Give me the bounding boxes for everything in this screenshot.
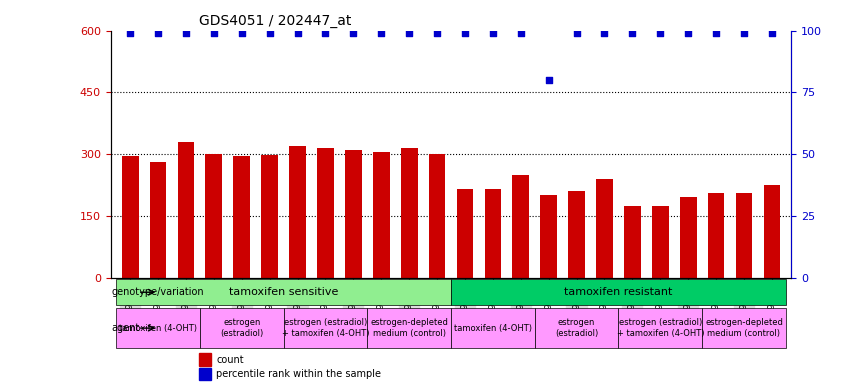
Point [765, 30, 779, 36]
Point [625, 30, 639, 36]
Text: count: count [216, 354, 243, 364]
Text: agent: agent [111, 323, 140, 333]
FancyBboxPatch shape [534, 308, 619, 348]
Text: estrogen (estradiol)
+ tamoxifen (4-OHT): estrogen (estradiol) + tamoxifen (4-OHT) [282, 318, 369, 338]
Bar [763, 185, 780, 278]
Text: GDS4051 / 202447_at: GDS4051 / 202447_at [199, 14, 351, 28]
Bar [484, 189, 501, 278]
Text: tamoxifen sensitive: tamoxifen sensitive [229, 287, 339, 297]
Point [180, 30, 193, 36]
Text: estrogen
(estradiol): estrogen (estradiol) [220, 318, 264, 338]
Point [291, 30, 305, 36]
Bar [680, 197, 697, 278]
FancyBboxPatch shape [200, 308, 283, 348]
Point [737, 30, 751, 36]
Bar [735, 193, 752, 278]
Text: estrogen-depleted
medium (control): estrogen-depleted medium (control) [705, 318, 783, 338]
Bar [122, 156, 139, 278]
Point [654, 30, 667, 36]
Point [263, 30, 277, 36]
Point [597, 30, 611, 36]
Bar [401, 148, 418, 278]
Bar [568, 191, 585, 278]
Bar [178, 142, 194, 278]
Bar [199, 368, 211, 381]
Point [542, 77, 556, 83]
Bar [457, 189, 473, 278]
Point [458, 30, 471, 36]
FancyBboxPatch shape [368, 308, 451, 348]
Bar [624, 205, 641, 278]
Bar [512, 175, 529, 278]
Bar [289, 146, 306, 278]
FancyBboxPatch shape [451, 279, 785, 305]
Bar [345, 150, 362, 278]
Point [403, 30, 416, 36]
Point [486, 30, 500, 36]
Text: tamoxifen resistant: tamoxifen resistant [564, 287, 672, 297]
Point [374, 30, 388, 36]
FancyBboxPatch shape [117, 308, 200, 348]
Bar [429, 154, 445, 278]
FancyBboxPatch shape [451, 308, 534, 348]
Text: percentile rank within the sample: percentile rank within the sample [216, 369, 381, 379]
Point [431, 30, 444, 36]
Point [318, 30, 332, 36]
Bar [317, 148, 334, 278]
Bar [150, 162, 167, 278]
Bar [199, 353, 211, 366]
Point [235, 30, 248, 36]
Text: tamoxifen (4-OHT): tamoxifen (4-OHT) [454, 324, 532, 333]
Point [570, 30, 584, 36]
Point [682, 30, 695, 36]
Point [207, 30, 220, 36]
Bar [373, 152, 390, 278]
Bar [205, 154, 222, 278]
FancyBboxPatch shape [117, 279, 451, 305]
Text: genotype/variation: genotype/variation [111, 287, 203, 297]
Text: estrogen (estradiol)
+ tamoxifen (4-OHT): estrogen (estradiol) + tamoxifen (4-OHT) [616, 318, 704, 338]
FancyBboxPatch shape [283, 308, 368, 348]
Text: estrogen-depleted
medium (control): estrogen-depleted medium (control) [370, 318, 448, 338]
Bar [261, 155, 278, 278]
FancyBboxPatch shape [702, 308, 785, 348]
Point [151, 30, 165, 36]
Bar [652, 205, 669, 278]
Point [346, 30, 360, 36]
Point [514, 30, 528, 36]
Text: estrogen
(estradiol): estrogen (estradiol) [555, 318, 598, 338]
Text: tamoxifen (4-OHT): tamoxifen (4-OHT) [119, 324, 197, 333]
Point [709, 30, 722, 36]
FancyBboxPatch shape [619, 308, 702, 348]
Bar [708, 193, 724, 278]
Bar [540, 195, 557, 278]
Bar [233, 156, 250, 278]
Point [123, 30, 137, 36]
Bar [596, 179, 613, 278]
